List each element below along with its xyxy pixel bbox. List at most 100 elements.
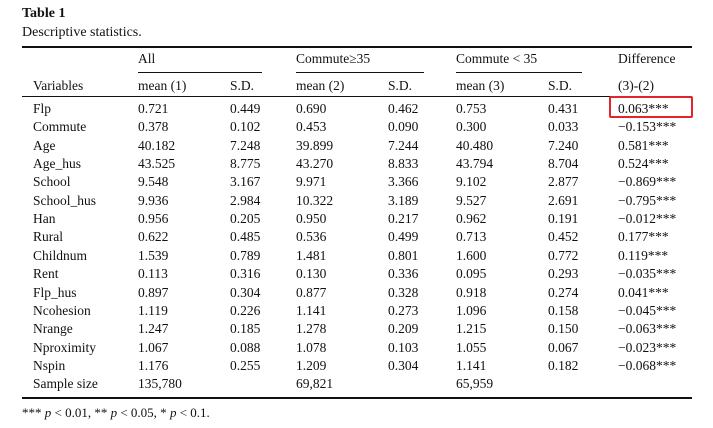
table-title: Descriptive statistics. xyxy=(22,25,142,40)
table-cell: 0.336 xyxy=(388,266,419,281)
table-cell: 0.789 xyxy=(230,248,261,263)
column-header: (3)-(2) xyxy=(618,78,654,93)
row-label: Flp xyxy=(33,101,52,116)
table-cell: 43.525 xyxy=(138,156,176,171)
group-underline xyxy=(456,72,582,73)
table-cell: 39.899 xyxy=(296,138,334,153)
row-label: Flp_hus xyxy=(33,285,77,300)
table-cell: 1.055 xyxy=(456,340,487,355)
table-cell: 40.182 xyxy=(138,138,176,153)
table-cell: −0.869*** xyxy=(618,174,677,189)
row-label: School xyxy=(33,174,71,189)
table-cell: 8.833 xyxy=(388,156,419,171)
table-cell: 8.775 xyxy=(230,156,261,171)
table-cell: 9.527 xyxy=(456,193,487,208)
table-cell: 0.119*** xyxy=(618,248,669,263)
group-header: Commute≥35 xyxy=(296,51,371,66)
table-cell: 43.270 xyxy=(296,156,334,171)
header-rule xyxy=(22,96,692,97)
table-cell: 1.119 xyxy=(138,303,168,318)
table-cell: 0.185 xyxy=(230,321,261,336)
table-cell: 1.096 xyxy=(456,303,487,318)
table-cell: 1.278 xyxy=(296,321,327,336)
table-cell: 0.801 xyxy=(388,248,419,263)
table-cell: −0.063*** xyxy=(618,321,677,336)
row-label: Han xyxy=(33,211,56,226)
footnote-text: *** xyxy=(22,405,45,420)
table-cell: 0.113 xyxy=(138,266,168,281)
table-cell: 0.452 xyxy=(548,229,579,244)
table-cell: −0.023*** xyxy=(618,340,677,355)
table-cell: 0.622 xyxy=(138,229,169,244)
table-cell: 0.300 xyxy=(456,119,487,134)
table-cell: −0.795*** xyxy=(618,193,677,208)
table-cell: 0.182 xyxy=(548,358,579,373)
table-cell: 0.877 xyxy=(296,285,327,300)
table-cell: 1.141 xyxy=(456,358,487,373)
table-cell: 40.480 xyxy=(456,138,494,153)
row-label: Ncohesion xyxy=(33,303,91,318)
table-cell: 1.247 xyxy=(138,321,169,336)
table-cell: 0.095 xyxy=(456,266,487,281)
table-cell: 0.304 xyxy=(388,358,419,373)
row-label: Childnum xyxy=(33,248,88,263)
table-cell: 0.191 xyxy=(548,211,579,226)
column-header: S.D. xyxy=(388,78,413,93)
table-cell: 0.130 xyxy=(296,266,327,281)
table-cell: 0.328 xyxy=(388,285,419,300)
table-cell: 7.248 xyxy=(230,138,261,153)
table-cell: 69,821 xyxy=(296,376,334,391)
table-cell: 0.273 xyxy=(388,303,419,318)
table-cell: −0.045*** xyxy=(618,303,677,318)
table-cell: 65,959 xyxy=(456,376,494,391)
table-cell: 0.713 xyxy=(456,229,487,244)
highlight-box xyxy=(609,96,693,118)
table-cell: −0.012*** xyxy=(618,211,677,226)
table-cell: 1.176 xyxy=(138,358,169,373)
table-cell: 0.063*** xyxy=(618,101,669,116)
table-cell: 1.481 xyxy=(296,248,327,263)
table-cell: 9.102 xyxy=(456,174,487,189)
table-cell: 0.772 xyxy=(548,248,579,263)
table-cell: 0.485 xyxy=(230,229,261,244)
row-label: School_hus xyxy=(33,193,97,208)
table-cell: 2.877 xyxy=(548,174,579,189)
table-cell: 1.600 xyxy=(456,248,487,263)
column-header: mean (2) xyxy=(296,78,345,93)
table-cell: 0.205 xyxy=(230,211,261,226)
row-label: Nspin xyxy=(33,358,66,373)
table-cell: 0.690 xyxy=(296,101,327,116)
column-header: Variables xyxy=(33,78,84,93)
group-header: Commute < 35 xyxy=(456,51,538,66)
table-cell: 0.721 xyxy=(138,101,169,116)
table-cell: 1.078 xyxy=(296,340,327,355)
table-cell: 0.950 xyxy=(296,211,327,226)
table-cell: 0.581*** xyxy=(618,138,669,153)
table-cell: 7.240 xyxy=(548,138,579,153)
table-cell: 0.226 xyxy=(230,303,261,318)
p-symbol: p xyxy=(44,405,52,420)
table-cell: 0.453 xyxy=(296,119,327,134)
table-cell: 2.984 xyxy=(230,193,261,208)
table-cell: 9.548 xyxy=(138,174,169,189)
table-cell: 43.794 xyxy=(456,156,494,171)
table-cell: 0.158 xyxy=(548,303,579,318)
column-header: S.D. xyxy=(230,78,255,93)
table-cell: 3.189 xyxy=(388,193,419,208)
table-cell: 0.378 xyxy=(138,119,169,134)
footnote-text: < 0.1. xyxy=(176,405,210,420)
row-label: Age xyxy=(33,138,56,153)
table-cell: 0.209 xyxy=(388,321,419,336)
row-label: Nproximity xyxy=(33,340,96,355)
table-cell: −0.035*** xyxy=(618,266,677,281)
table-cell: 1.215 xyxy=(456,321,487,336)
footnote: *** p < 0.01, ** p < 0.05, * p < 0.1. xyxy=(22,405,210,421)
group-underline xyxy=(138,72,262,73)
table-cell: 0.088 xyxy=(230,340,261,355)
group-header: All xyxy=(138,51,156,66)
row-label: Rent xyxy=(33,266,59,281)
row-label: Age_hus xyxy=(33,156,81,171)
table-cell: 3.167 xyxy=(230,174,261,189)
table-cell: 0.293 xyxy=(548,266,579,281)
table-cell: −0.068*** xyxy=(618,358,677,373)
